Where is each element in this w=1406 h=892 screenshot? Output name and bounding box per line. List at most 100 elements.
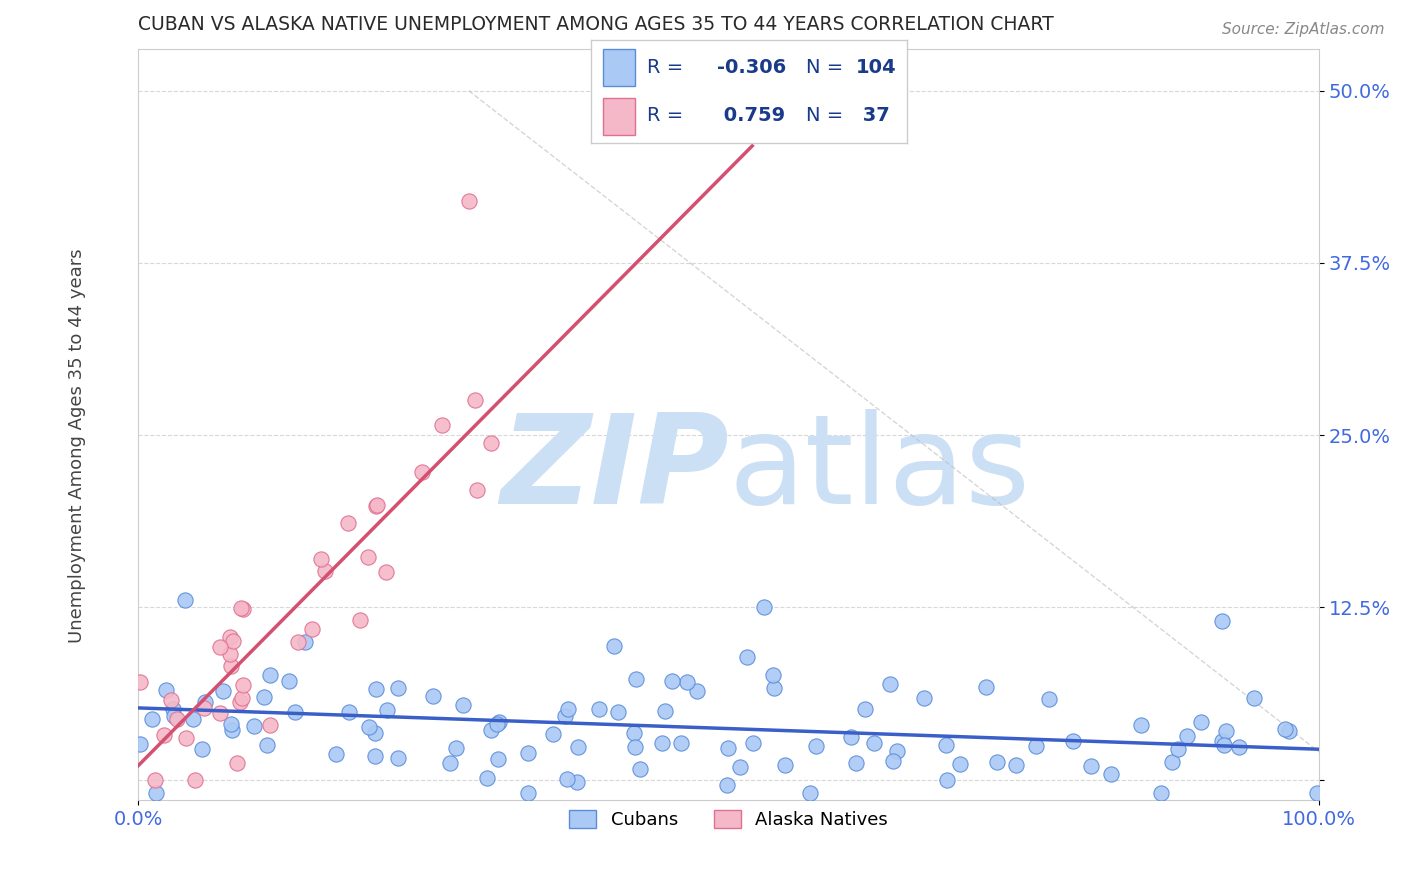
Text: CUBAN VS ALASKA NATIVE UNEMPLOYMENT AMONG AGES 35 TO 44 YEARS CORRELATION CHART: CUBAN VS ALASKA NATIVE UNEMPLOYMENT AMON… (138, 15, 1054, 34)
Point (173, 593, 195, 607)
Point (422, 689, 444, 703)
Point (226, 756, 249, 771)
Text: Source: ZipAtlas.com: Source: ZipAtlas.com (1222, 22, 1385, 37)
Point (628, 762, 651, 776)
Legend: Cubans, Alaska Natives: Cubans, Alaska Natives (562, 803, 896, 836)
Point (623, 725, 645, 739)
Point (349, 613, 371, 627)
Point (1175, 729, 1198, 743)
Point (879, 677, 901, 691)
Point (143, 772, 166, 787)
Point (284, 705, 307, 719)
Text: 37: 37 (856, 106, 890, 125)
Point (1129, 718, 1152, 732)
Point (1215, 724, 1237, 739)
Point (221, 723, 243, 738)
Point (129, 674, 152, 689)
Point (554, 708, 576, 723)
Point (1211, 614, 1233, 628)
Point (259, 668, 281, 682)
Point (294, 634, 316, 648)
Point (439, 756, 461, 771)
Point (716, 779, 738, 793)
Point (623, 740, 645, 755)
Point (181, 712, 204, 726)
Point (1167, 742, 1189, 756)
Text: N =: N = (806, 58, 842, 77)
Point (886, 743, 908, 757)
Point (364, 749, 387, 764)
Point (219, 716, 242, 731)
Text: R =: R = (647, 58, 683, 77)
Point (1213, 738, 1236, 752)
Point (541, 727, 564, 741)
Text: N =: N = (806, 106, 842, 125)
Point (314, 564, 336, 578)
Text: ZIP: ZIP (501, 409, 728, 531)
Point (555, 772, 578, 786)
Point (651, 736, 673, 750)
Point (516, 746, 538, 760)
Point (464, 393, 486, 408)
Point (211, 684, 233, 698)
Point (676, 675, 699, 690)
Point (166, 712, 188, 726)
Point (231, 690, 253, 705)
Point (159, 692, 181, 706)
Point (163, 708, 186, 723)
Point (336, 516, 359, 530)
Point (1005, 757, 1028, 772)
Point (259, 718, 281, 732)
Point (863, 735, 886, 749)
Point (1274, 722, 1296, 736)
Point (1189, 714, 1212, 729)
Point (654, 704, 676, 718)
Text: 104: 104 (856, 58, 897, 77)
Point (184, 772, 207, 787)
Point (853, 702, 876, 716)
Point (839, 731, 862, 745)
Point (364, 499, 387, 513)
Point (1080, 759, 1102, 773)
Point (208, 640, 231, 655)
Point (232, 601, 254, 615)
Point (277, 673, 299, 688)
Text: Unemployment Among Ages 35 to 44 years: Unemployment Among Ages 35 to 44 years (69, 249, 86, 643)
Point (194, 695, 217, 709)
Point (229, 695, 252, 709)
Point (762, 668, 785, 682)
Point (457, 194, 479, 208)
Point (309, 551, 332, 566)
Point (516, 786, 538, 800)
Point (242, 718, 264, 732)
Point (364, 681, 387, 696)
Point (1227, 740, 1250, 755)
Point (325, 747, 347, 761)
Point (603, 639, 626, 653)
Point (465, 483, 488, 497)
Point (208, 706, 231, 721)
Point (669, 736, 692, 750)
FancyBboxPatch shape (603, 49, 636, 87)
Point (479, 436, 502, 450)
Point (219, 630, 242, 644)
Point (1211, 733, 1233, 747)
Point (444, 741, 467, 756)
Text: -0.306: -0.306 (717, 58, 786, 77)
Point (375, 566, 398, 580)
Point (935, 738, 957, 752)
Point (479, 723, 502, 737)
Point (339, 705, 361, 719)
Point (162, 702, 184, 716)
Point (366, 498, 388, 512)
Point (453, 698, 475, 712)
Point (1062, 733, 1084, 747)
Point (357, 720, 380, 734)
Point (741, 736, 763, 750)
Point (141, 712, 163, 726)
Point (717, 740, 740, 755)
Text: R =: R = (647, 106, 683, 125)
Point (219, 659, 242, 673)
Point (475, 771, 498, 785)
Point (1278, 723, 1301, 738)
